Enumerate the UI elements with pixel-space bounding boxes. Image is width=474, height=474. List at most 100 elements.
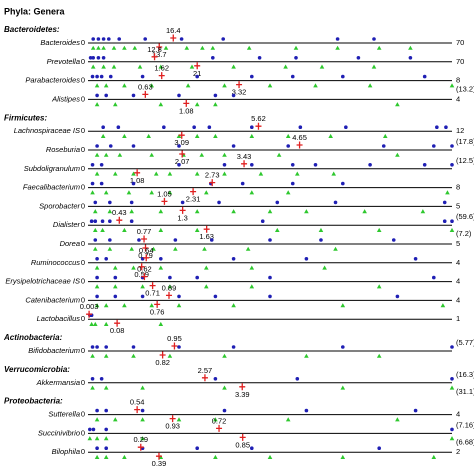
green-triangle: [113, 102, 118, 107]
green-triangle: [194, 209, 200, 214]
blue-dot: [177, 93, 181, 98]
blue-dot: [422, 163, 427, 167]
x-tick-label: 5: [456, 239, 460, 248]
blue-dot: [91, 37, 95, 41]
mean-cross: [165, 291, 172, 299]
green-triangle: [395, 102, 400, 107]
genus-label: Dialister: [53, 220, 81, 229]
genus-label: Faecalibacterium: [23, 183, 80, 192]
green-triangle: [267, 83, 273, 88]
phylum-label: Verrucomicrobia:: [4, 365, 70, 374]
green-triangle: [335, 45, 340, 50]
green-triangle: [129, 246, 134, 251]
mean-label: 2.31: [186, 195, 201, 204]
mean-label: 0.59: [134, 270, 149, 279]
green-triangle: [140, 385, 145, 390]
green-triangle: [362, 209, 367, 214]
blue-dot: [95, 345, 99, 349]
green-triangle: [132, 45, 138, 50]
mean-label: 0.85: [235, 440, 250, 449]
blue-dot: [290, 181, 295, 186]
green-triangle: [420, 209, 426, 214]
green-triangle: [113, 417, 118, 422]
blue-dot: [131, 345, 136, 349]
green-triangle: [367, 83, 373, 88]
mean-label: 0.003: [80, 302, 99, 311]
green-triangle: [113, 284, 118, 289]
mean-cross: [143, 254, 150, 262]
mean-cross: [296, 141, 303, 149]
green-triangle: [285, 133, 291, 138]
blue-dot: [335, 37, 340, 41]
mean-label: 0.95: [167, 334, 182, 343]
green-triangle: [184, 45, 190, 50]
blue-dot: [213, 377, 218, 381]
green-triangle: [100, 227, 105, 232]
blue-dot: [140, 74, 145, 79]
x-tick-label: 0: [81, 126, 85, 135]
green-triangle: [131, 353, 136, 358]
mean-label: 2.73: [205, 171, 220, 180]
green-triangle: [204, 284, 209, 289]
outlier-dot: [450, 163, 454, 167]
blue-dot: [240, 181, 245, 186]
blue-dot: [319, 238, 323, 242]
green-triangle: [231, 64, 236, 69]
genus-label: Erysipelotrichaceae IS: [5, 277, 80, 286]
blue-dot: [100, 219, 105, 223]
blue-dot: [90, 74, 95, 79]
mean-cross: [171, 342, 178, 350]
blue-dot: [88, 56, 93, 60]
mean-label: 0.43: [112, 208, 127, 217]
x-tick-label: 0: [81, 277, 85, 286]
blue-dot: [290, 74, 295, 79]
outlier-dot: [450, 144, 454, 148]
green-triangle: [176, 303, 182, 308]
blue-dot: [213, 294, 218, 299]
green-triangle: [231, 209, 236, 214]
green-triangle: [328, 133, 333, 138]
mean-label: 3.09: [174, 138, 189, 147]
green-triangle: [131, 265, 136, 270]
blue-dot: [432, 144, 436, 148]
green-triangle: [103, 353, 109, 358]
blue-dot: [140, 294, 145, 299]
x-tick-label: 2: [456, 447, 460, 456]
mean-cross: [142, 90, 149, 98]
green-triangle: [163, 45, 169, 50]
green-triangle: [376, 353, 382, 358]
green-triangle: [131, 171, 136, 176]
blue-dot: [257, 56, 262, 60]
blue-dot: [113, 275, 118, 280]
blue-dot: [391, 238, 396, 242]
blue-dot: [96, 56, 101, 60]
blue-dot: [101, 56, 106, 60]
green-triangle: [267, 454, 273, 459]
blue-dot: [275, 200, 280, 205]
green-triangle: [103, 321, 109, 326]
blue-dot: [222, 408, 227, 413]
blue-dot: [179, 37, 184, 41]
mean-label: 0.76: [150, 307, 165, 316]
x-tick-label: 0: [81, 314, 85, 323]
blue-dot: [298, 125, 303, 129]
mean-cross: [142, 244, 149, 252]
green-triangle: [173, 246, 178, 251]
green-triangle: [231, 303, 236, 308]
mean-cross: [141, 273, 148, 281]
mean-label: 1.62: [154, 64, 169, 73]
blue-dot: [104, 345, 108, 349]
genus-label: Succinivibrio: [38, 428, 80, 437]
green-triangle: [340, 454, 346, 459]
blue-dot: [442, 200, 447, 205]
blue-dot: [116, 125, 121, 129]
x-tick-label: 0: [81, 258, 85, 267]
green-triangle: [304, 353, 309, 358]
blue-dot: [250, 446, 254, 451]
blue-dot: [333, 200, 338, 205]
green-triangle: [111, 45, 117, 50]
x-tick-label: 0: [81, 145, 85, 154]
blue-dot: [113, 294, 118, 299]
blue-dot: [344, 125, 348, 129]
mean-cross: [241, 160, 248, 168]
